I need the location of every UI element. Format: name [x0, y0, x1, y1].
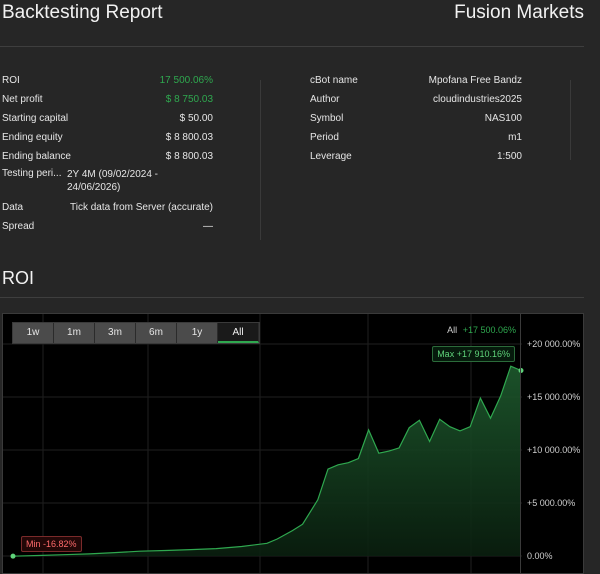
legend-series-value: +17 500.06%	[462, 325, 516, 335]
stat-value: cloudindustries2025	[433, 94, 522, 105]
tab-all[interactable]: All	[218, 323, 259, 343]
stats-divider-right	[570, 80, 571, 160]
stat-label: Author	[310, 94, 340, 105]
roi-divider	[0, 297, 584, 298]
stat-value: m1	[508, 132, 522, 143]
stat-value: 1:500	[496, 151, 522, 162]
y-tick-label: +20 000.00%	[527, 339, 581, 349]
y-tick-label: +5 000.00%	[527, 498, 576, 508]
tab-1m[interactable]: 1m	[54, 323, 95, 343]
roi-section-title: ROI	[2, 268, 35, 288]
tab-1w[interactable]: 1w	[13, 323, 54, 343]
stat-label: Net profit	[2, 94, 43, 105]
stat-value: $ 8 800.03	[165, 132, 213, 143]
broker-brand: Fusion Markets	[454, 2, 584, 23]
min-badge: Min -16.82%	[21, 536, 82, 552]
stat-label: Data	[2, 202, 24, 213]
chart-legend: All +17 500.06%	[447, 325, 516, 335]
stat-value: NAS100	[484, 113, 522, 124]
y-tick-label: +10 000.00%	[527, 445, 581, 455]
roi-series-line	[12, 365, 522, 557]
y-tick-label: +15 000.00%	[527, 392, 581, 402]
stat-value: —	[203, 221, 213, 232]
max-badge: Max +17 910.16%	[432, 346, 515, 362]
stat-value: 17 500.06%	[159, 75, 213, 86]
stat-label: Period	[310, 132, 339, 143]
report-header: Backtesting Report Fusion Markets	[0, 0, 600, 30]
stat-label: Leverage	[310, 151, 352, 162]
stat-value: Mpofana Free Bandz	[428, 75, 522, 86]
stat-value: 2Y 4M (09/02/2024 - 24/06/2026)	[67, 169, 158, 193]
stat-value: $ 8 750.03	[165, 94, 213, 105]
stat-value: $ 8 800.03	[165, 151, 213, 162]
roi-chart-svg	[3, 314, 524, 573]
stat-label: ROI	[2, 75, 20, 86]
tab-6m[interactable]: 6m	[136, 323, 177, 343]
roi-chart[interactable]: 1w 1m 3m 6m 1y All All +17 500.06% Max +…	[2, 313, 584, 574]
stat-label: Starting capital	[2, 113, 69, 124]
roi-area-fill	[13, 366, 521, 557]
end-point	[518, 367, 524, 373]
y-axis: +20 000.00% +15 000.00% +10 000.00% +5 0…	[520, 314, 583, 573]
stat-label: Spread	[2, 221, 35, 232]
range-tabs: 1w 1m 3m 6m 1y All	[12, 322, 260, 344]
legend-series-name: All	[447, 325, 458, 335]
min-point	[10, 553, 16, 559]
stats-divider-left	[260, 80, 261, 240]
header-divider	[0, 46, 584, 47]
y-tick-label: 0.00%	[527, 551, 553, 561]
stat-label: Ending balance	[2, 151, 71, 162]
stat-value: Tick data from Server (accurate)	[69, 202, 213, 213]
tab-1y[interactable]: 1y	[177, 323, 218, 343]
stat-label: cBot name	[310, 75, 358, 86]
stat-label: Testing peri...	[2, 168, 62, 179]
stat-label: Ending equity	[2, 132, 63, 143]
page-title: Backtesting Report	[2, 2, 163, 23]
stat-value: $ 50.00	[179, 113, 213, 124]
stat-label: Symbol	[310, 113, 344, 124]
tab-3m[interactable]: 3m	[95, 323, 136, 343]
